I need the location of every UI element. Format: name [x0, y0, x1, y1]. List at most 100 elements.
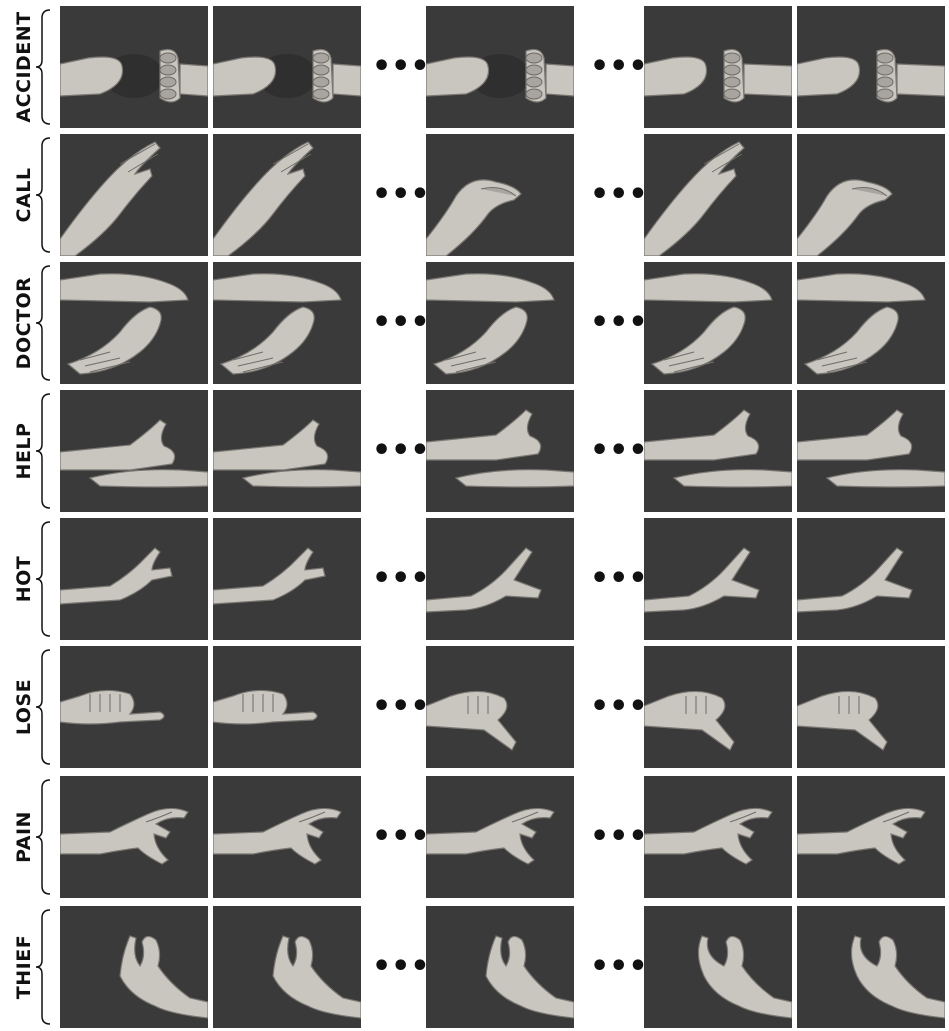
sign-label: HOT [13, 555, 35, 603]
hand-gesture-image [644, 134, 792, 256]
sign-label: CALL [13, 167, 35, 223]
bracket-icon [35, 649, 51, 765]
sign-label-group: PAIN [0, 776, 56, 898]
hand-gesture-image [213, 262, 361, 384]
video-frame-1 [60, 390, 208, 512]
hand-gesture-image [644, 646, 792, 768]
hand-gesture-image [60, 518, 208, 640]
sign-label: HELP [13, 422, 35, 480]
ellipsis-dots: ••• [590, 433, 648, 468]
hand-gesture-image [797, 6, 945, 128]
hand-gesture-image [60, 134, 208, 256]
hand-gesture-image [797, 134, 945, 256]
sign-label-group: THIEF [0, 906, 56, 1028]
sign-row-call: CALL ••• ••• [0, 134, 949, 256]
ellipsis-dots: ••• [590, 561, 648, 596]
video-frame-4 [644, 776, 792, 898]
bracket-icon [35, 521, 51, 637]
video-frame-4 [644, 646, 792, 768]
ellipsis-dots: ••• [372, 819, 430, 854]
hand-gesture-image [426, 906, 574, 1028]
sign-row-help: HELP ••• ••• [0, 390, 949, 512]
video-frame-2 [213, 518, 361, 640]
sign-label: THIEF [13, 934, 35, 1000]
hand-gesture-image [213, 518, 361, 640]
hand-gesture-image [60, 906, 208, 1028]
bracket-icon [35, 779, 51, 895]
ellipsis-dots: ••• [590, 819, 648, 854]
hand-gesture-image [60, 776, 208, 898]
hand-gesture-image [213, 906, 361, 1028]
sign-label-group: LOSE [0, 646, 56, 768]
video-frame-5 [797, 262, 945, 384]
video-frame-2 [213, 262, 361, 384]
hand-gesture-image [213, 390, 361, 512]
video-frame-1 [60, 646, 208, 768]
video-frame-3 [426, 390, 574, 512]
sign-label: DOCTOR [13, 276, 35, 370]
hand-gesture-image [213, 134, 361, 256]
hand-gesture-image [797, 390, 945, 512]
hand-gesture-image [644, 518, 792, 640]
sign-label: LOSE [13, 678, 35, 736]
video-frame-4 [644, 262, 792, 384]
hand-gesture-image [797, 776, 945, 898]
video-frame-1 [60, 262, 208, 384]
ellipsis-dots: ••• [590, 177, 648, 212]
hand-gesture-image [644, 906, 792, 1028]
video-frame-4 [644, 518, 792, 640]
video-frame-5 [797, 6, 945, 128]
sign-row-doctor: DOCTOR ••• ••• [0, 262, 949, 384]
video-frame-2 [213, 134, 361, 256]
hand-gesture-image [644, 390, 792, 512]
video-frame-2 [213, 776, 361, 898]
video-frame-3 [426, 776, 574, 898]
sign-label-group: ACCIDENT [0, 6, 56, 128]
ellipsis-dots: ••• [590, 305, 648, 340]
ellipsis-dots: ••• [590, 949, 648, 984]
hand-gesture-image [426, 262, 574, 384]
ellipsis-dots: ••• [372, 949, 430, 984]
hand-gesture-image [426, 518, 574, 640]
video-frame-2 [213, 646, 361, 768]
video-frame-4 [644, 6, 792, 128]
hand-gesture-image [213, 6, 361, 128]
bracket-icon [35, 393, 51, 509]
video-frame-3 [426, 6, 574, 128]
ellipsis-dots: ••• [590, 689, 648, 724]
hand-gesture-image [644, 6, 792, 128]
video-frame-3 [426, 518, 574, 640]
sign-label-group: HELP [0, 390, 56, 512]
video-frame-3 [426, 646, 574, 768]
hand-gesture-image [60, 390, 208, 512]
sign-label-group: HOT [0, 518, 56, 640]
hand-gesture-image [426, 776, 574, 898]
video-frame-1 [60, 134, 208, 256]
video-frame-1 [60, 906, 208, 1028]
ellipsis-dots: ••• [372, 305, 430, 340]
video-frame-1 [60, 518, 208, 640]
hand-gesture-image [213, 646, 361, 768]
hand-gesture-image [797, 646, 945, 768]
video-frame-4 [644, 134, 792, 256]
ellipsis-dots: ••• [590, 49, 648, 84]
hand-gesture-image [426, 646, 574, 768]
video-frame-5 [797, 646, 945, 768]
hand-gesture-image [60, 262, 208, 384]
video-frame-5 [797, 906, 945, 1028]
sign-label: ACCIDENT [13, 11, 35, 123]
bracket-icon [35, 137, 51, 253]
video-frame-5 [797, 776, 945, 898]
hand-gesture-image [797, 262, 945, 384]
sign-label-group: CALL [0, 134, 56, 256]
video-frame-2 [213, 6, 361, 128]
video-frame-5 [797, 390, 945, 512]
sign-row-thief: THIEF ••• ••• [0, 906, 949, 1028]
video-frame-3 [426, 134, 574, 256]
sign-row-lose: LOSE ••• ••• [0, 646, 949, 768]
ellipsis-dots: ••• [372, 433, 430, 468]
ellipsis-dots: ••• [372, 689, 430, 724]
video-frame-3 [426, 262, 574, 384]
hand-gesture-image [60, 646, 208, 768]
hand-gesture-image [426, 390, 574, 512]
